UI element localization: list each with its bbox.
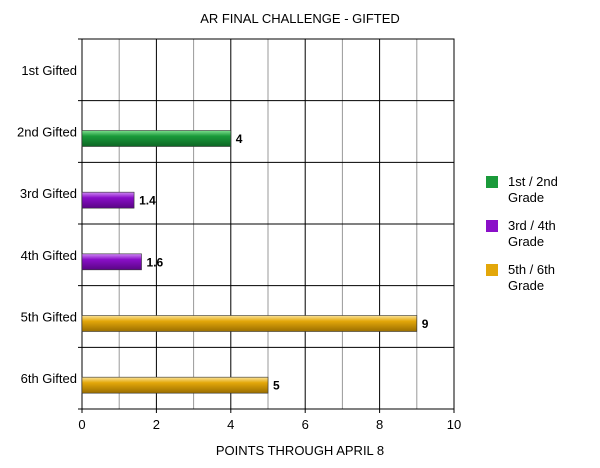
bar <box>81 130 232 147</box>
bar-value-label: 1.6 <box>147 255 164 269</box>
chart-title: AR FINAL CHALLENGE - GIFTED <box>200 11 400 26</box>
legend-item-3rd-4th-grade: 3rd / 4th Grade <box>486 218 596 250</box>
y-category-label: 1st Gifted <box>21 63 77 78</box>
x-tick-label: 6 <box>302 417 309 432</box>
legend-swatch <box>486 264 498 276</box>
legend: 1st / 2nd Grade 3rd / 4th Grade 5th / 6t… <box>486 174 596 306</box>
bar-value-label: 1.4 <box>139 194 156 208</box>
legend-label: 1st / 2nd Grade <box>508 174 558 205</box>
bar <box>81 191 135 209</box>
x-tick-label: 10 <box>447 417 461 432</box>
legend-swatch <box>486 176 498 188</box>
legend-label: 3rd / 4th Grade <box>508 218 556 249</box>
y-category-label: 2nd Gifted <box>17 125 77 140</box>
bar-value-label: 5 <box>273 379 280 393</box>
y-category-label: 4th Gifted <box>21 248 77 263</box>
bar <box>81 376 269 394</box>
y-category-label: 3rd Gifted <box>20 186 77 201</box>
bar <box>81 253 142 271</box>
x-tick-label: 0 <box>78 417 85 432</box>
bar <box>81 315 418 332</box>
x-tick-label: 2 <box>153 417 160 432</box>
bar-value-label: 9 <box>422 317 429 331</box>
legend-swatch <box>486 220 498 232</box>
legend-item-1st-2nd-grade: 1st / 2nd Grade <box>486 174 596 206</box>
x-axis-label: POINTS THROUGH APRIL 8 <box>216 443 384 458</box>
plot-frame <box>81 38 455 410</box>
legend-item-5th-6th-grade: 5th / 6th Grade <box>486 262 596 294</box>
plot-area: 0 2 4 6 8 10 1st Gifted 2nd Gifted 3rd Gifted 4th… <box>17 38 461 432</box>
y-category-label: 5th Gifted <box>21 310 77 325</box>
bar-value-label: 4 <box>236 132 243 146</box>
x-tick-label: 8 <box>376 417 383 432</box>
x-tick-label: 4 <box>227 417 234 432</box>
y-category-label: 6th Gifted <box>21 371 77 386</box>
legend-label: 5th / 6th Grade <box>508 262 555 293</box>
